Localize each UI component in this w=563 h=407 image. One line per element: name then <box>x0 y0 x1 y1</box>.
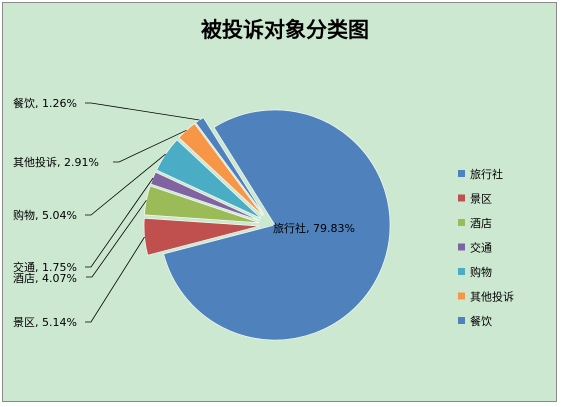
leader-line-3 <box>85 177 154 268</box>
leader-line-2 <box>86 200 147 278</box>
data-label-6: 餐饮, 1.26% <box>13 96 77 110</box>
chart-title: 被投诉对象分类图 <box>201 18 369 42</box>
leader-lines <box>85 102 200 323</box>
data-label-2: 酒店, 4.07% <box>13 271 77 285</box>
chart-area: 被投诉对象分类图 旅行社, 79.83% 景区, 5.14% 酒店, 4.07% 交通… <box>2 2 557 402</box>
data-label-4: 购物, 5.04% <box>13 208 77 222</box>
data-label-0: 旅行社, 79.83% <box>273 221 355 235</box>
pie-slice-3 <box>150 171 260 221</box>
legend-label-0: 旅行社 <box>470 167 503 181</box>
data-label-3: 交通, 1.75% <box>13 260 77 274</box>
data-labels: 旅行社, 79.83% 景区, 5.14% 酒店, 4.07%交通, 1.75% 购物… <box>13 96 355 329</box>
pie-chart: 被投诉对象分类图 旅行社, 79.83%景区, 5.14%酒店, 4.07%交通… <box>13 18 514 341</box>
legend-swatch-3 <box>458 243 465 251</box>
legend-swatch-0 <box>458 170 465 177</box>
data-label-5: 其他投诉, 2.91% <box>13 155 99 169</box>
data-label-1: 景区, 5.14% <box>13 316 77 329</box>
legend-label-5: 其他投诉 <box>470 290 514 304</box>
pie-slice-2 <box>144 185 260 223</box>
legend-label-6: 餐饮 <box>470 314 492 328</box>
legend-swatch-4 <box>458 268 465 275</box>
pie-slice-1 <box>143 218 260 256</box>
legend-swatch-6 <box>458 317 465 324</box>
pie-slice-0 <box>163 109 391 341</box>
legend-swatch-2 <box>458 219 465 226</box>
leader-line-1 <box>85 236 145 323</box>
legend-swatch-5 <box>458 292 465 300</box>
legend-swatch-1 <box>458 194 465 202</box>
legend-label-4: 购物 <box>470 265 492 279</box>
legend-label-2: 酒店 <box>470 216 492 230</box>
legend-label-1: 景区 <box>470 193 492 206</box>
leader-line-4 <box>85 153 166 216</box>
leader-line-6 <box>85 102 200 121</box>
leader-line-5 <box>113 129 187 163</box>
legend-label-3: 交通 <box>470 241 492 255</box>
